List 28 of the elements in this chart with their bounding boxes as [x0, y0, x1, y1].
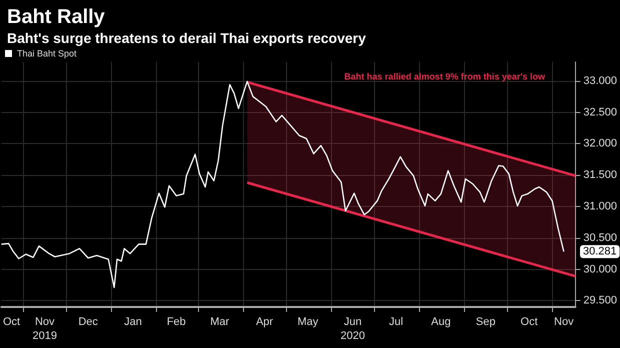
y-tick-label: 29.500	[583, 294, 618, 307]
y-tick-label: 31.000	[583, 200, 618, 212]
x-tick-label: Jul	[389, 316, 404, 328]
y-tick-label: 32.500	[583, 106, 618, 118]
x-tick-label: Aug	[431, 316, 451, 328]
x-tick-label: Feb	[166, 316, 186, 328]
y-tick-label: 33.000	[583, 74, 618, 87]
y-tick-label: 31.500	[583, 169, 618, 182]
x-tick-label: Oct	[520, 316, 538, 328]
y-tick-label: 32.000	[583, 138, 618, 150]
x-tick-label: Apr	[256, 316, 274, 328]
x-tick-label: May	[298, 316, 319, 328]
y-tick-label: 30.000	[583, 263, 618, 276]
chart-subtitle: Baht's surge threatens to derail Thai exports recovery	[7, 30, 366, 46]
x-tick-label: Dec	[78, 316, 98, 328]
x-tick-label: Mar	[210, 316, 230, 328]
legend-label: Thai Baht Spot	[17, 48, 78, 58]
annotation: 30.281	[583, 246, 617, 258]
line-series	[0, 80, 564, 288]
annotation: Baht has rallied almost 9% from this year's low	[344, 72, 546, 82]
chart-title: Baht Rally	[7, 6, 106, 28]
x-tick-label: Nov 2019	[32, 316, 58, 342]
x-tick-label: Sep	[476, 316, 496, 328]
x-tick-label: Jan	[124, 316, 142, 328]
x-tick-label: Oct	[2, 316, 20, 328]
x-tick-label: Nov	[554, 316, 574, 328]
x-tick-label: Jun 2020	[340, 316, 365, 342]
y-tick-label: 30.500	[583, 232, 618, 244]
